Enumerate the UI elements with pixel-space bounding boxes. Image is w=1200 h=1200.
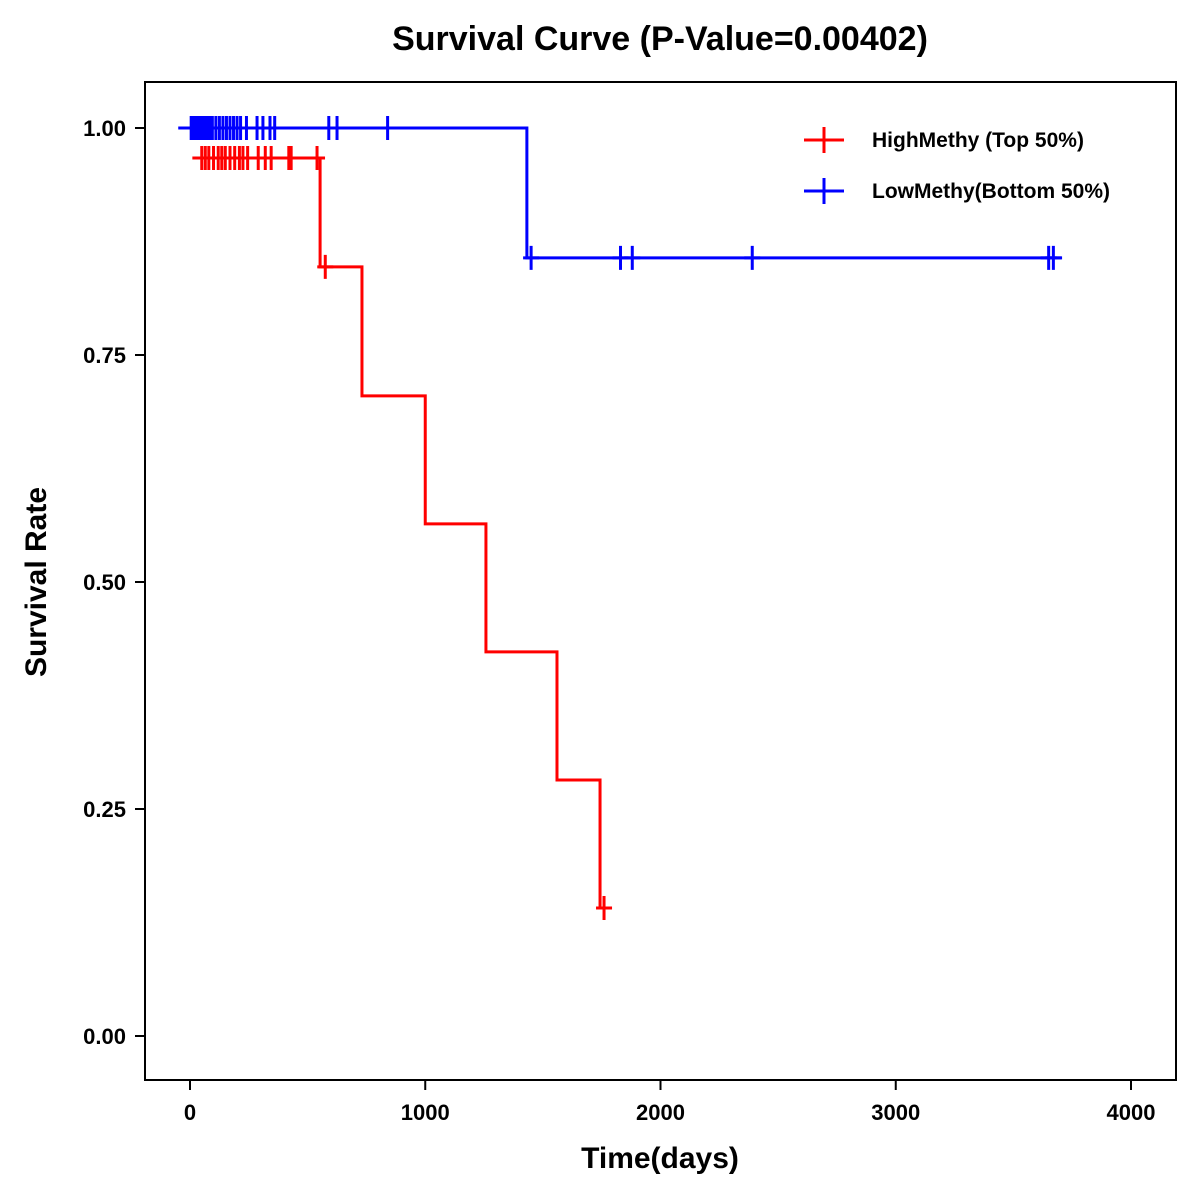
censor-mark [266,116,283,140]
censor-mark [283,145,300,170]
survival-line-low [178,126,1063,260]
censor-mark [263,145,280,170]
legend-label: LowMethy(Bottom 50%) [872,180,1110,203]
censor-mark [523,245,540,270]
y-tick-label: 0.75 [83,343,126,368]
x-tick-label: 2000 [636,1100,685,1125]
x-tick-label: 0 [184,1100,196,1125]
censor-mark [1045,245,1062,270]
plot-lines [178,116,1063,920]
x-tick-label: 1000 [401,1100,450,1125]
censor-mark [379,116,396,140]
censor-mark [309,145,326,170]
censor-mark [329,116,346,140]
censor-mark [596,895,613,920]
censor-mark [317,254,334,279]
y-tick-label: 0.25 [83,797,126,822]
x-axis-label: Time(days) [581,1142,739,1175]
x-tick-label: 4000 [1107,1100,1156,1125]
plot-frame [144,81,1177,1081]
x-tick-label: 3000 [871,1100,920,1125]
censor-mark [744,245,761,270]
chart-title: Survival Curve (P-Value=0.00402) [392,20,928,58]
censor-mark [624,245,641,270]
y-tick-label: 1.00 [83,116,126,141]
y-tick-label: 0.50 [83,570,126,595]
y-tick-label: 0.00 [83,1024,126,1049]
survival-line-high [192,156,607,910]
y-axis-label: Survival Rate [20,487,53,677]
legend: HighMethy (Top 50%) LowMethy(Bottom 50%) [804,127,1110,204]
legend-marker [804,178,844,204]
legend-label: HighMethy (Top 50%) [872,129,1084,152]
legend-marker [804,127,844,153]
axes: 0 1000 2000 3000 4000 0.00 0.25 0.50 0.75 1.00 [83,116,1155,1125]
